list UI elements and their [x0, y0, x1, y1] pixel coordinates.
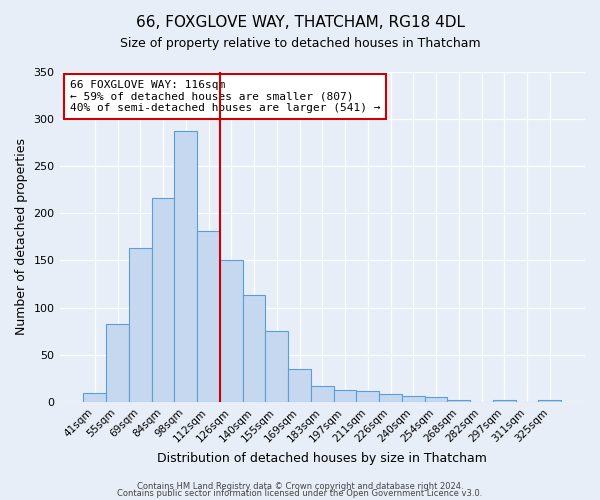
Bar — [220, 260, 242, 402]
Bar — [311, 386, 334, 402]
Bar — [379, 394, 402, 402]
Bar — [538, 400, 561, 402]
Bar — [402, 396, 425, 402]
Bar — [175, 131, 197, 402]
Bar — [265, 331, 288, 402]
Bar — [197, 231, 220, 402]
Bar — [493, 400, 515, 402]
Bar — [356, 390, 379, 402]
Bar — [288, 369, 311, 402]
Text: 66, FOXGLOVE WAY, THATCHAM, RG18 4DL: 66, FOXGLOVE WAY, THATCHAM, RG18 4DL — [136, 15, 464, 30]
Bar — [448, 400, 470, 402]
Text: 66 FOXGLOVE WAY: 116sqm
← 59% of detached houses are smaller (807)
40% of semi-d: 66 FOXGLOVE WAY: 116sqm ← 59% of detache… — [70, 80, 380, 113]
Bar — [425, 397, 448, 402]
Y-axis label: Number of detached properties: Number of detached properties — [15, 138, 28, 335]
Bar — [129, 248, 152, 402]
X-axis label: Distribution of detached houses by size in Thatcham: Distribution of detached houses by size … — [157, 452, 487, 465]
Bar — [83, 392, 106, 402]
Bar — [242, 296, 265, 402]
Text: Contains HM Land Registry data © Crown copyright and database right 2024.: Contains HM Land Registry data © Crown c… — [137, 482, 463, 491]
Bar — [106, 324, 129, 402]
Bar — [152, 198, 175, 402]
Bar — [334, 390, 356, 402]
Text: Size of property relative to detached houses in Thatcham: Size of property relative to detached ho… — [119, 38, 481, 51]
Text: Contains public sector information licensed under the Open Government Licence v3: Contains public sector information licen… — [118, 489, 482, 498]
